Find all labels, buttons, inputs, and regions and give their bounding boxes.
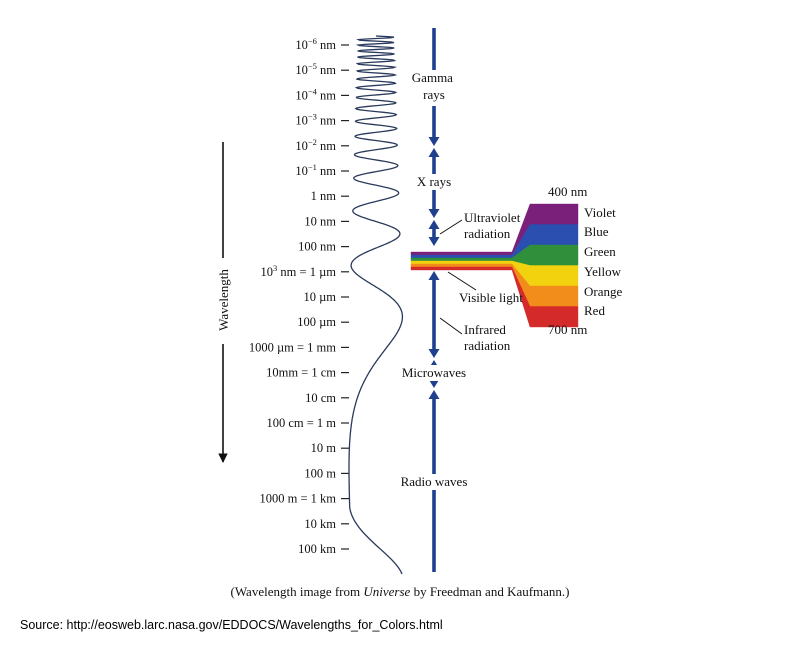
band-labels: Gamma rays X rays Ultraviolet radiation … — [396, 70, 524, 490]
axis-tick-label: 1000 µm = 1 mm — [249, 340, 336, 354]
spectrum-band-arrows — [428, 28, 440, 572]
visible-bottom-wavelength: 700 nm — [548, 322, 587, 337]
axis-tick-label: 10−1 nm — [295, 162, 336, 178]
rainbow-band — [410, 266, 579, 328]
wavelength-wave-curve — [348, 35, 404, 575]
color-orange-label: Orange — [584, 284, 622, 299]
visible-spectrum-wedge — [410, 203, 579, 328]
axis-tick-label: 10 nm — [304, 214, 336, 228]
axis-tick-label: 10mm = 1 cm — [266, 366, 336, 380]
visible-top-wavelength: 400 nm — [548, 184, 587, 199]
axis-tick-label: 100 µm — [297, 315, 336, 329]
color-green-label: Green — [584, 244, 616, 259]
axis-tick-label: 10−2 nm — [295, 137, 336, 153]
axis-tick-label: 100 km — [298, 542, 336, 556]
infrared-label: Infrared radiation — [464, 322, 511, 353]
color-yellow-label: Yellow — [584, 264, 622, 279]
axis-tick-label: 10 m — [311, 441, 337, 455]
source-line: Source: http://eosweb.larc.nasa.gov/EDDO… — [20, 618, 443, 632]
caption-book-title: Universe — [363, 584, 411, 599]
axis-tick-label: 10−4 nm — [295, 86, 336, 102]
axis-tick-label: 10 km — [304, 517, 336, 531]
axis-tick-label: 100 cm = 1 m — [266, 416, 336, 430]
axis-tick-label: 100 m — [304, 466, 336, 480]
axis-tick-label: 10 cm — [305, 391, 336, 405]
visible-light-label: Visible light — [459, 290, 523, 305]
gamma-rays-label: Gamma rays — [412, 70, 456, 102]
axis-tick-label: 10 µm — [303, 290, 336, 304]
axis-tick-label: 103 nm = 1 µm — [261, 263, 337, 279]
axis-tick-label: 10−5 nm — [295, 61, 336, 77]
wavelength-axis-title: Wavelength — [216, 269, 231, 331]
microwaves-label: Microwaves — [402, 365, 466, 380]
radio-waves-label: Radio waves — [401, 474, 468, 489]
wavelength-ticks: 10−6 nm 10−5 nm 10−4 nm 10−3 nm 10−2 nm 10−1 … — [249, 36, 349, 556]
ultraviolet-label: Ultraviolet radiation — [464, 210, 524, 241]
axis-tick-label: 10−6 nm — [295, 36, 336, 52]
caption-prefix: (Wavelength image from — [230, 584, 364, 599]
visible-color-labels: 400 nm Violet Blue Green Yellow Orange R… — [548, 184, 622, 337]
axis-tick-label: 1 nm — [311, 189, 337, 203]
color-red-label: Red — [584, 303, 605, 318]
axis-tick-label: 100 nm — [298, 240, 336, 254]
caption-suffix: by Freedman and Kaufmann.) — [410, 584, 570, 599]
x-rays-label: X rays — [417, 174, 451, 189]
color-violet-label: Violet — [584, 205, 616, 220]
axis-tick-label: 10−3 nm — [295, 112, 336, 128]
color-blue-label: Blue — [584, 224, 609, 239]
figure-caption: (Wavelength image from Universe by Freed… — [0, 584, 800, 600]
axis-tick-label: 1000 m = 1 km — [260, 492, 337, 506]
